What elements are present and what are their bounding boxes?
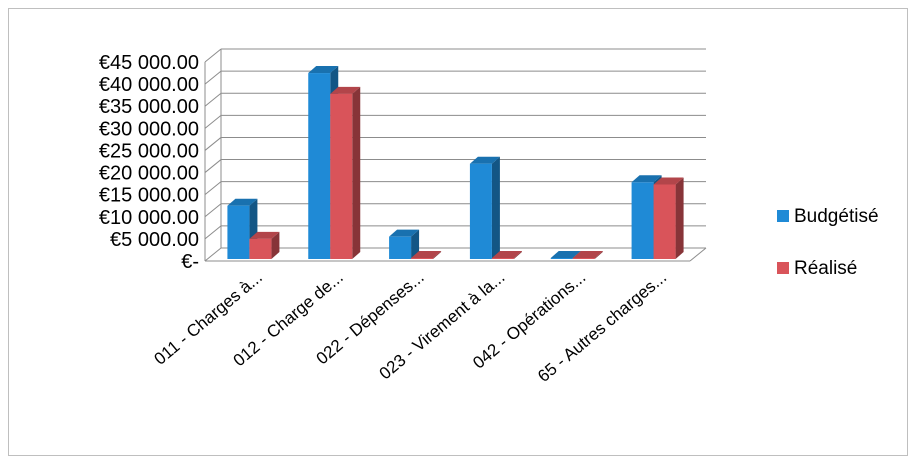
gridline-depth: [204, 48, 222, 63]
y-tick-label: €15 000.00: [99, 185, 199, 207]
y-tick-label: €-: [181, 251, 199, 273]
legend-swatch-realise: [777, 262, 789, 274]
y-tick-label: €10 000.00: [99, 207, 199, 229]
floor-right-edge: [689, 247, 707, 262]
y-tick-label: €45 000.00: [99, 52, 199, 74]
gridline-depth: [204, 92, 222, 107]
gridline-depth: [204, 181, 222, 196]
gridline-depth: [204, 203, 222, 218]
bar-realise: [653, 177, 684, 259]
y-tick-label: €35 000.00: [99, 96, 199, 118]
y-tick-label: €20 000.00: [99, 163, 199, 185]
bar-budgetise: [469, 156, 500, 259]
bar-realise: [572, 251, 603, 259]
bar-budgetise: [389, 229, 420, 259]
y-axis: €-€5 000.00€10 000.00€15 000.00€20 000.0…: [99, 52, 199, 273]
y-tick-label: €40 000.00: [99, 74, 199, 96]
legend: Budgétisé Réalisé: [777, 206, 879, 279]
gridlines: [204, 48, 707, 262]
gridline-depth: [204, 247, 222, 262]
gridline-depth: [204, 70, 222, 85]
category-labels: 011 - Charges à...012 - Charge de...022 …: [150, 268, 670, 386]
bar-realise: [330, 86, 361, 259]
y-tick-label: €30 000.00: [99, 118, 199, 140]
chart-frame: [8, 8, 908, 456]
bar-realise: [249, 231, 280, 259]
legend-label-realise: Réalisé: [794, 258, 857, 279]
gridline-depth: [204, 225, 222, 240]
bar-realise: [491, 251, 522, 259]
gridline-depth: [204, 137, 222, 151]
gridline-depth: [204, 159, 222, 173]
bars: [227, 66, 684, 259]
legend-swatch-budgetise: [777, 210, 789, 222]
y-tick-label: €25 000.00: [99, 140, 199, 162]
gridline-depth: [204, 114, 222, 129]
legend-label-budgetise: Budgétisé: [794, 206, 879, 227]
bar-realise: [411, 251, 442, 259]
y-tick-label: €5 000.00: [110, 229, 199, 251]
